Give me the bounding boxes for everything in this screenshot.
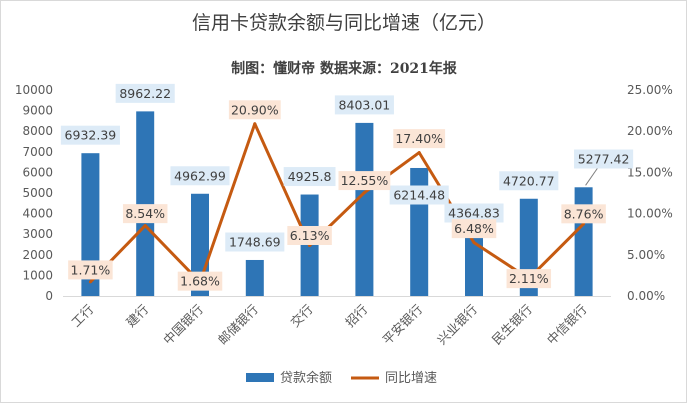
category-label: 平安银行	[379, 302, 425, 348]
right-axis-tick-label: 15.00%	[627, 165, 673, 179]
bar-value-label-box	[115, 83, 175, 103]
line-point	[472, 241, 476, 245]
line-value-label: 6.48%	[454, 221, 494, 236]
bar-value-label: 4925.8	[288, 169, 332, 184]
line-value-label: 8.54%	[125, 206, 165, 221]
line-value-label-box	[506, 269, 552, 289]
line-point	[88, 280, 92, 284]
bar-value-label: 1748.69	[229, 235, 281, 250]
left-axis-tick-label: 7000	[22, 145, 53, 159]
line-point	[417, 151, 421, 155]
line-value-label-box	[122, 204, 168, 224]
left-axis-tick-label: 3000	[22, 227, 53, 241]
right-axis-tick-label: 10.00%	[627, 207, 673, 221]
chart-title: 信用卡贷款余额与同比增速（亿元）	[192, 12, 496, 34]
left-axis-tick-label: 5000	[22, 186, 53, 200]
right-axis-tick-label: 5.00%	[627, 248, 665, 262]
left-axis-tick-label: 10000	[15, 83, 53, 97]
category-label: 工行	[68, 302, 96, 330]
bar	[574, 187, 593, 296]
line-value-label-box	[177, 271, 223, 291]
bar	[245, 259, 264, 296]
bar-value-label: 5277.42	[578, 152, 630, 167]
right-axis-tick-label: 0.00%	[627, 289, 665, 303]
line-value-label: 1.71%	[71, 262, 111, 277]
bar-value-label-box	[499, 171, 559, 191]
bar-value-label-box	[334, 95, 394, 115]
bar-value-label: 8962.22	[119, 86, 171, 101]
bar-series	[63, 111, 611, 297]
bar-value-label: 6214.48	[393, 188, 445, 203]
line-point	[143, 224, 147, 228]
line-value-label: 8.76%	[564, 206, 604, 221]
bar-value-label: 6932.39	[65, 128, 117, 143]
left-axis-tick-label: 2000	[22, 248, 53, 262]
category-label: 交行	[287, 302, 315, 330]
line-value-label-box	[561, 204, 606, 224]
bar-value-label-box	[444, 203, 504, 223]
left-axis-tick-label: 0	[45, 289, 53, 303]
category-label: 中信银行	[544, 302, 590, 348]
right-axis-tick-label: 20.00%	[627, 124, 673, 138]
line-value-label: 2.11%	[509, 271, 549, 286]
bar-value-label-box	[225, 232, 285, 252]
line-value-label: 17.40%	[395, 131, 443, 146]
left-axis-tick-label: 8000	[22, 124, 53, 138]
left-axis: 0 1000 2000 3000 4000 5000 6000 7000 8000 9000 100…	[15, 83, 53, 303]
line-point	[253, 122, 257, 126]
bar	[355, 122, 374, 296]
right-axis: 0.00% 5.00% 10.00% 15.00% 20.00% 25.00%	[627, 83, 673, 303]
bar-value-label-box	[170, 166, 230, 186]
bar-value-label-box	[283, 167, 336, 187]
category-axis: 工行 建行 中国银行 邮储银行 交行 招行 平安银行 兴业银行 民生银行 中信银行	[68, 302, 589, 348]
category-label: 建行	[123, 302, 151, 330]
line-point	[362, 191, 366, 195]
category-label: 招行	[342, 302, 370, 330]
line-data-labels: 1.71% 8.54% 1.68% 20.90% 6.13% 12.55% 17.40% 6.…	[68, 100, 606, 291]
line-value-label-box	[451, 219, 497, 239]
category-label: 兴业银行	[434, 302, 480, 348]
line-value-label-box	[68, 260, 113, 280]
bar-value-label: 4720.77	[503, 173, 555, 188]
legend-line-label: 同比增速	[385, 371, 437, 386]
left-axis-tick-label: 1000	[22, 268, 53, 282]
label-leader-line	[585, 167, 599, 186]
bar-value-label: 8403.01	[339, 97, 391, 112]
line-series	[88, 122, 586, 284]
left-axis-tick-label: 6000	[22, 165, 53, 179]
line-value-label: 12.55%	[341, 173, 389, 188]
legend: 贷款余额 同比增速	[246, 370, 437, 386]
category-label: 民生银行	[489, 302, 535, 348]
legend-bar-label: 贷款余额	[280, 370, 332, 386]
growth-line	[89, 122, 585, 284]
left-axis-tick-label: 9000	[22, 104, 53, 118]
category-label: 中国银行	[160, 302, 206, 348]
bar-value-label-box	[574, 149, 634, 169]
left-axis-tick-label: 4000	[22, 207, 53, 221]
bar	[81, 153, 100, 296]
line-value-label-box	[228, 100, 281, 120]
bar-value-label-box	[60, 125, 120, 145]
category-label: 邮储银行	[215, 302, 261, 348]
bar	[136, 111, 155, 296]
bar-value-label-box	[389, 185, 449, 205]
line-value-label: 6.13%	[290, 228, 330, 243]
legend-bar-swatch	[246, 373, 274, 382]
line-value-label-box	[338, 171, 391, 191]
bar-value-label: 4364.83	[448, 206, 500, 221]
line-value-label-box	[287, 225, 332, 245]
chart-subtitle: 制图：懂财帝 数据来源：2021年报	[231, 60, 457, 77]
line-value-label: 1.68%	[180, 274, 220, 289]
bar-value-label: 4962.99	[174, 168, 226, 183]
line-value-label: 20.90%	[231, 102, 279, 117]
bar-data-labels: 6932.39 8962.22 4962.99 1748.69 4925.8 8403.0…	[60, 83, 634, 252]
line-value-label-box	[393, 129, 446, 149]
right-axis-tick-label: 25.00%	[627, 83, 673, 97]
